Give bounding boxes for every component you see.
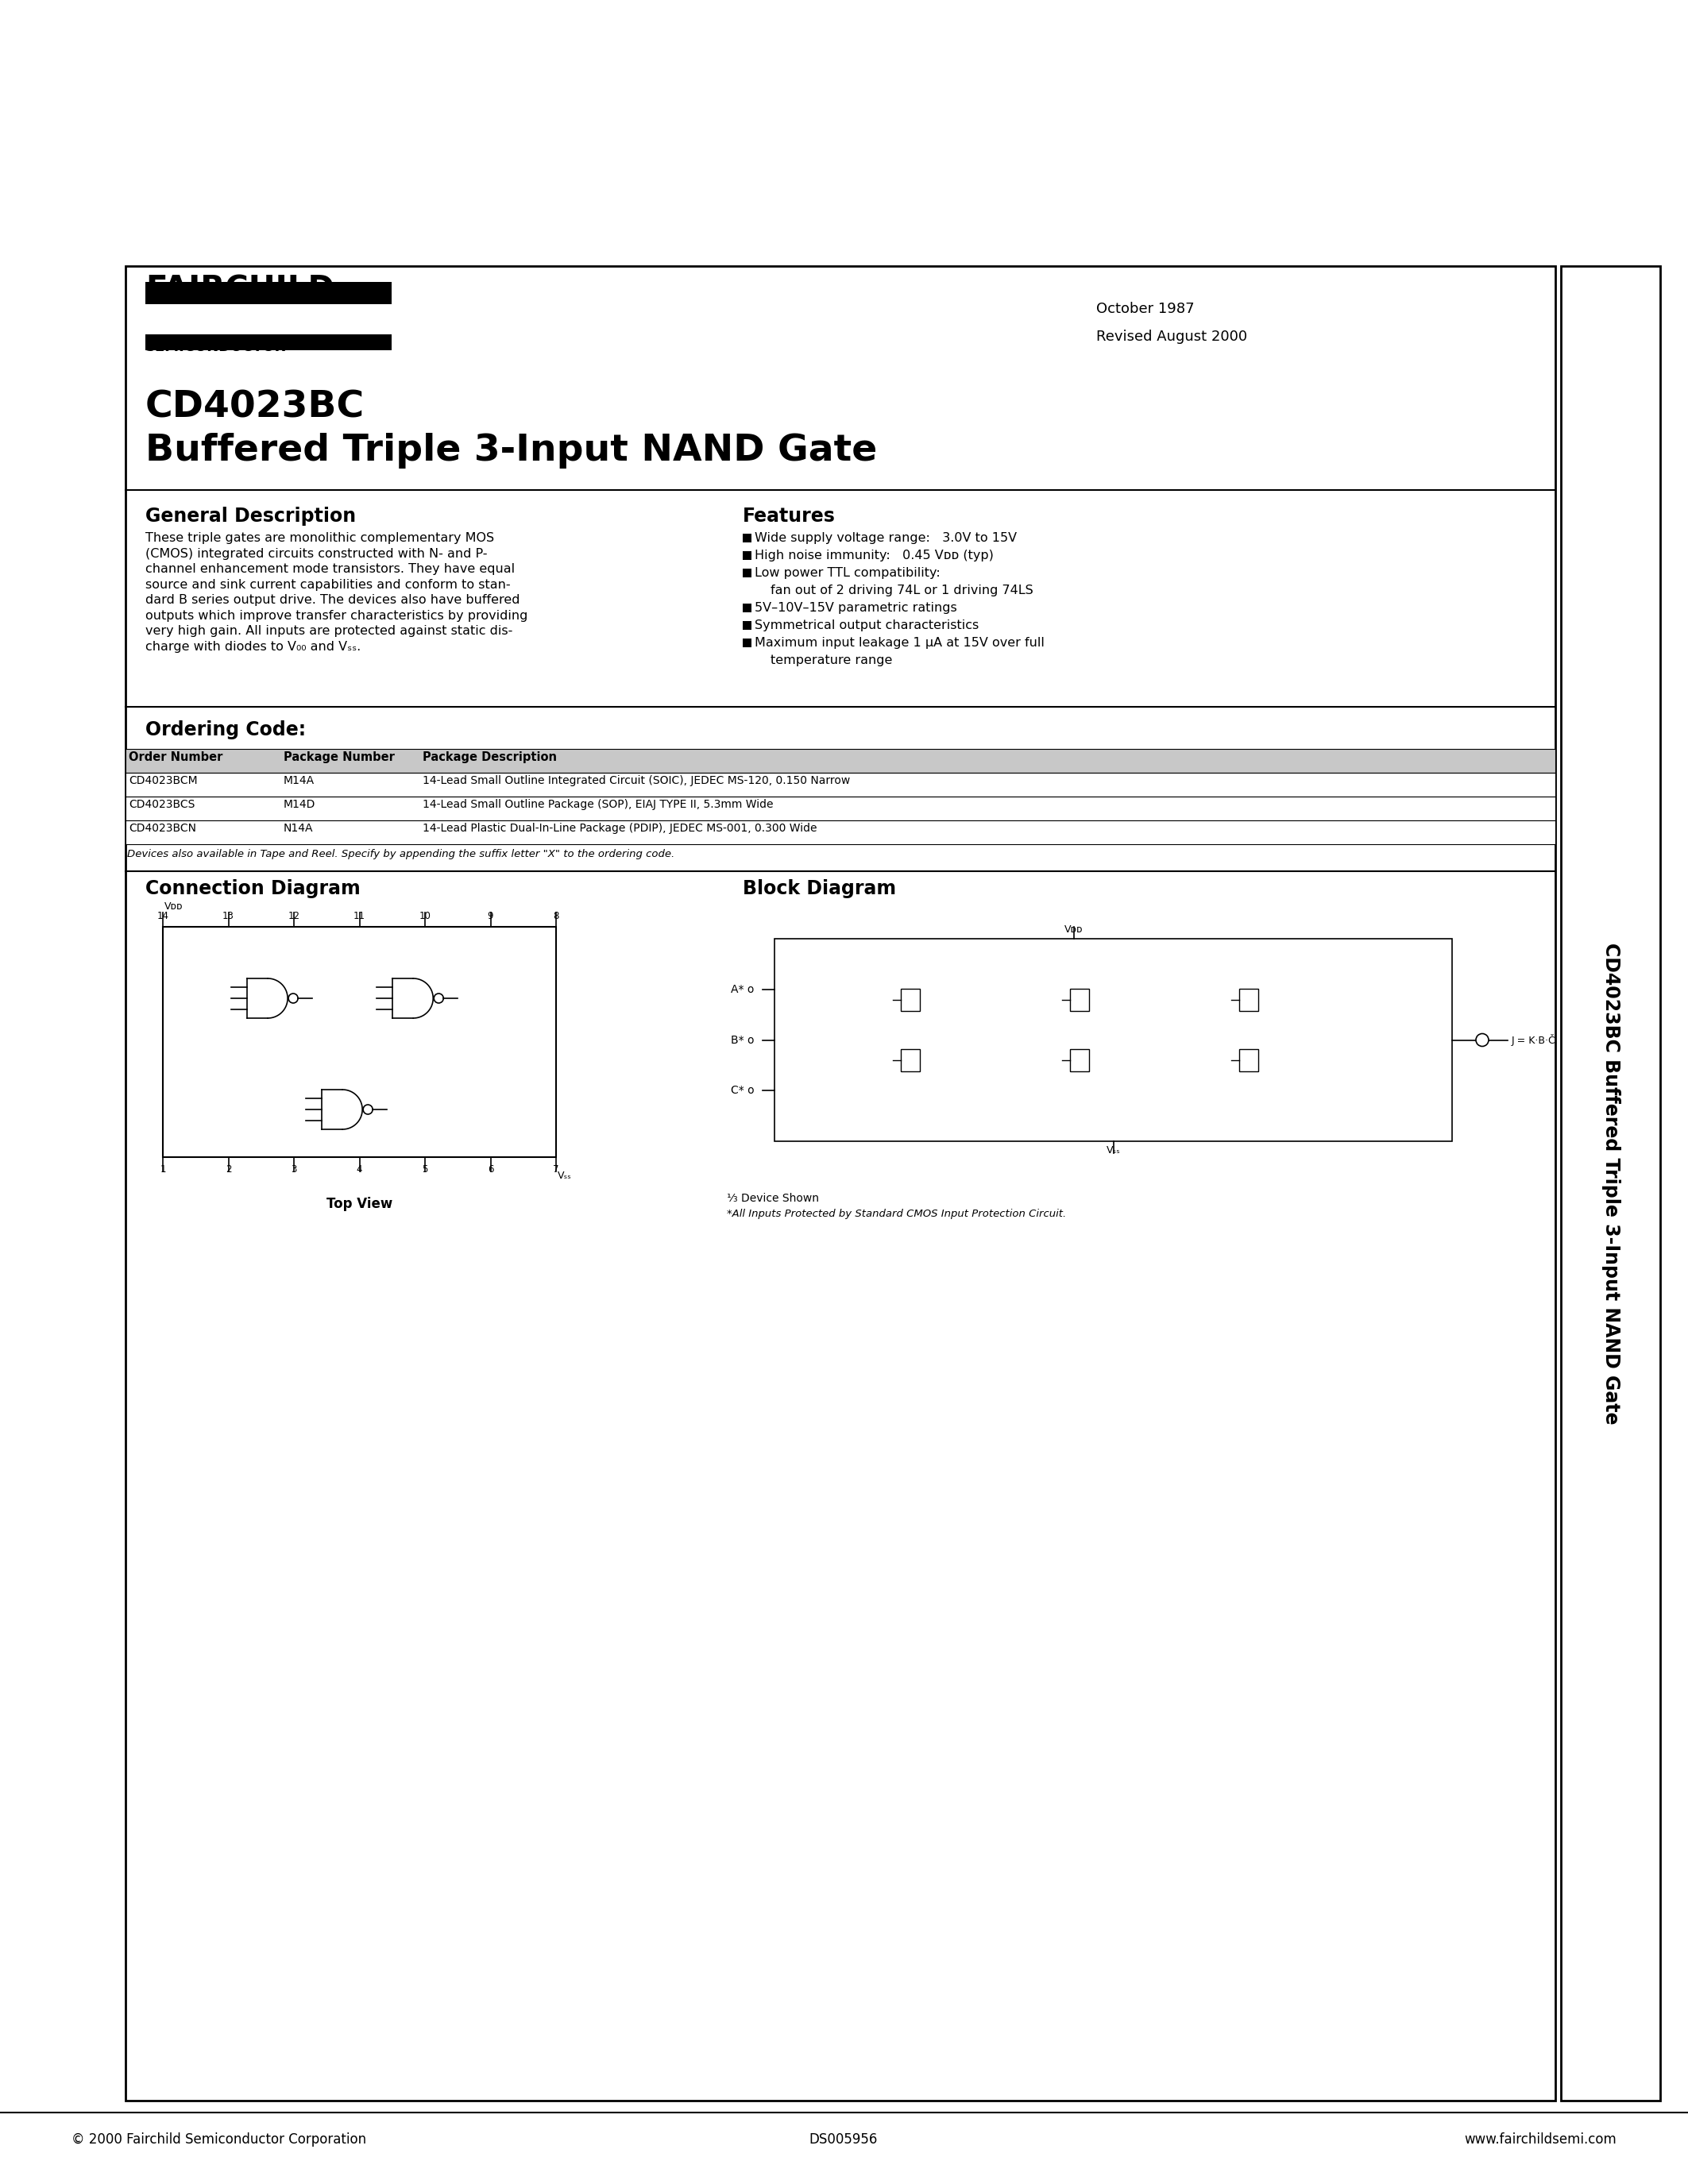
- Text: 4: 4: [356, 1164, 363, 1175]
- Bar: [775, 939, 1452, 1142]
- Bar: [1561, 266, 1661, 2101]
- Text: 14-Lead Small Outline Package (SOP), EIAJ TYPE II, 5.3mm Wide: 14-Lead Small Outline Package (SOP), EIA…: [422, 799, 773, 810]
- Text: DS005956: DS005956: [809, 2132, 878, 2147]
- Text: Buffered Triple 3-Input NAND Gate: Buffered Triple 3-Input NAND Gate: [145, 432, 878, 470]
- Text: 5: 5: [422, 1164, 429, 1175]
- Text: General Description: General Description: [145, 507, 356, 526]
- Text: SEMICONDUCTOR: SEMICONDUCTOR: [145, 341, 287, 354]
- Text: Order Number: Order Number: [128, 751, 223, 762]
- Bar: [125, 773, 1555, 797]
- Bar: [900, 989, 920, 1011]
- Text: 1: 1: [160, 1164, 165, 1175]
- Bar: [125, 266, 1555, 2101]
- Text: Revised August 2000: Revised August 2000: [1096, 330, 1247, 343]
- Text: channel enhancement mode transistors. They have equal: channel enhancement mode transistors. Th…: [145, 563, 515, 574]
- Text: J = K·B·Č: J = K·B·Č: [1512, 1033, 1556, 1046]
- Bar: [1239, 1048, 1258, 1072]
- Text: 14: 14: [157, 911, 169, 922]
- Text: M14D: M14D: [284, 799, 316, 810]
- Text: © 2000 Fairchild Semiconductor Corporation: © 2000 Fairchild Semiconductor Corporati…: [71, 2132, 366, 2147]
- Text: source and sink current capabilities and conform to stan-: source and sink current capabilities and…: [145, 579, 510, 590]
- Bar: [1239, 989, 1258, 1011]
- Text: Devices also available in Tape and Reel. Specify by appending the suffix letter : Devices also available in Tape and Reel.…: [127, 850, 675, 858]
- Text: These triple gates are monolithic complementary MOS: These triple gates are monolithic comple…: [145, 533, 495, 544]
- Text: FAIRCHILD: FAIRCHILD: [145, 273, 334, 306]
- Bar: [743, 620, 751, 629]
- Bar: [743, 638, 751, 646]
- Text: Package Description: Package Description: [422, 751, 557, 762]
- Text: CD4023BCN: CD4023BCN: [128, 823, 196, 834]
- Bar: [1070, 1048, 1089, 1072]
- Text: 12: 12: [289, 911, 300, 922]
- Text: www.fairchildsemi.com: www.fairchildsemi.com: [1463, 2132, 1617, 2147]
- Bar: [1070, 989, 1089, 1011]
- Text: Block Diagram: Block Diagram: [743, 880, 896, 898]
- Text: 11: 11: [353, 911, 365, 922]
- Bar: [743, 533, 751, 542]
- Bar: [145, 334, 392, 349]
- Text: Vᴅᴅ: Vᴅᴅ: [164, 902, 182, 911]
- Bar: [125, 749, 1555, 773]
- Text: Maximum input leakage 1 μA at 15V over full: Maximum input leakage 1 μA at 15V over f…: [755, 638, 1045, 649]
- Text: A* o: A* o: [731, 983, 755, 996]
- Text: *All Inputs Protected by Standard CMOS Input Protection Circuit.: *All Inputs Protected by Standard CMOS I…: [728, 1208, 1067, 1219]
- Text: Features: Features: [743, 507, 836, 526]
- Text: very high gain. All inputs are protected against static dis-: very high gain. All inputs are protected…: [145, 625, 513, 638]
- Text: Symmetrical output characteristics: Symmetrical output characteristics: [755, 620, 979, 631]
- Text: Ordering Code:: Ordering Code:: [145, 721, 306, 740]
- Text: CD4023BC: CD4023BC: [145, 389, 365, 426]
- Text: Vₛₛ: Vₛₛ: [557, 1171, 572, 1182]
- Bar: [743, 603, 751, 612]
- Text: TM: TM: [292, 343, 306, 352]
- Text: 10: 10: [419, 911, 430, 922]
- Text: High noise immunity:   0.45 Vᴅᴅ (typ): High noise immunity: 0.45 Vᴅᴅ (typ): [755, 550, 994, 561]
- Text: 14-Lead Plastic Dual-In-Line Package (PDIP), JEDEC MS-001, 0.300 Wide: 14-Lead Plastic Dual-In-Line Package (PD…: [422, 823, 817, 834]
- Text: ¹⁄₃ Device Shown: ¹⁄₃ Device Shown: [728, 1192, 819, 1203]
- Bar: [145, 282, 392, 304]
- Text: M14A: M14A: [284, 775, 314, 786]
- Text: Vₛₛ: Vₛₛ: [1106, 1144, 1121, 1155]
- Text: Package Number: Package Number: [284, 751, 395, 762]
- Text: 3: 3: [290, 1164, 297, 1175]
- Text: 7: 7: [554, 1164, 559, 1175]
- Text: 9: 9: [488, 911, 493, 922]
- Text: CD4023BCS: CD4023BCS: [128, 799, 194, 810]
- Text: charge with diodes to V₀₀ and Vₛₛ.: charge with diodes to V₀₀ and Vₛₛ.: [145, 640, 361, 653]
- Bar: [743, 550, 751, 559]
- Text: dard B series output drive. The devices also have buffered: dard B series output drive. The devices …: [145, 594, 520, 605]
- Text: 14-Lead Small Outline Integrated Circuit (SOIC), JEDEC MS-120, 0.150 Narrow: 14-Lead Small Outline Integrated Circuit…: [422, 775, 851, 786]
- Text: CD4023BC Buffered Triple 3-Input NAND Gate: CD4023BC Buffered Triple 3-Input NAND Ga…: [1600, 943, 1620, 1424]
- Text: October 1987: October 1987: [1096, 301, 1195, 317]
- Text: 5V–10V–15V parametric ratings: 5V–10V–15V parametric ratings: [755, 603, 957, 614]
- Text: Wide supply voltage range:   3.0V to 15V: Wide supply voltage range: 3.0V to 15V: [755, 533, 1016, 544]
- Bar: [125, 797, 1555, 821]
- Text: Vᴅᴅ: Vᴅᴅ: [1063, 924, 1084, 935]
- Circle shape: [1475, 1033, 1489, 1046]
- Text: B* o: B* o: [731, 1035, 755, 1046]
- Text: CD4023BCM: CD4023BCM: [128, 775, 197, 786]
- Bar: [900, 1048, 920, 1072]
- Text: Top View: Top View: [326, 1197, 393, 1212]
- Bar: [743, 568, 751, 577]
- Text: Connection Diagram: Connection Diagram: [145, 880, 361, 898]
- Text: fan out of 2 driving 74L or 1 driving 74LS: fan out of 2 driving 74L or 1 driving 74…: [770, 585, 1033, 596]
- Text: N14A: N14A: [284, 823, 314, 834]
- Bar: [162, 926, 555, 1158]
- Text: 8: 8: [554, 911, 559, 922]
- Text: temperature range: temperature range: [770, 655, 893, 666]
- Text: (CMOS) integrated circuits constructed with N- and P-: (CMOS) integrated circuits constructed w…: [145, 548, 488, 559]
- Text: C* o: C* o: [731, 1085, 755, 1096]
- Text: 13: 13: [223, 911, 235, 922]
- Text: 6: 6: [488, 1164, 493, 1175]
- Text: Low power TTL compatibility:: Low power TTL compatibility:: [755, 568, 940, 579]
- Text: outputs which improve transfer characteristics by providing: outputs which improve transfer character…: [145, 609, 528, 622]
- Bar: [125, 821, 1555, 845]
- Text: 2: 2: [226, 1164, 231, 1175]
